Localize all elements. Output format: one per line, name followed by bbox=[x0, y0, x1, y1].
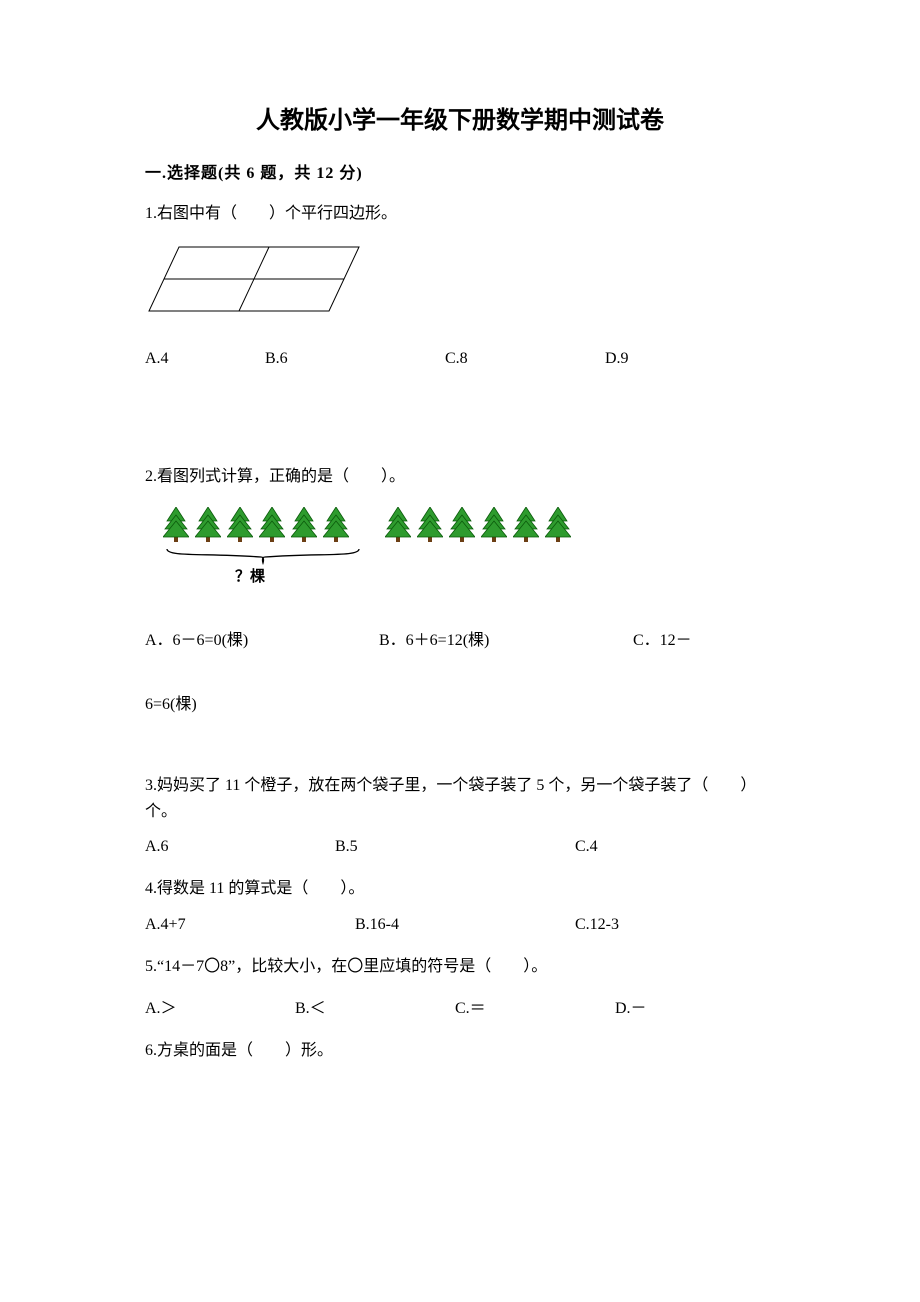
tree-icon bbox=[417, 507, 443, 543]
tree-icon bbox=[545, 507, 571, 543]
q4-opt-a: A.4+7 bbox=[145, 916, 355, 934]
tree-icon bbox=[513, 507, 539, 543]
q1-opt-a: A.4 bbox=[145, 350, 265, 368]
q3-opt-b: B.5 bbox=[335, 838, 575, 856]
q2-figure: ？棵 bbox=[145, 507, 775, 589]
q5-opt-d: D.－ bbox=[615, 994, 647, 1018]
q4-text: 4.得数是 11 的算式是（ ）。 bbox=[145, 876, 775, 902]
tree-icon bbox=[195, 507, 221, 543]
q2-opt-a: A．6－6=0(棵) bbox=[145, 629, 375, 653]
section-heading: 一.选择题(共 6 题，共 12 分) bbox=[145, 159, 775, 183]
q4-options: A.4+7 B.16-4 C.12-3 bbox=[145, 916, 775, 934]
q2-opt-c-cont: 6=6(棵) bbox=[145, 693, 775, 717]
q1-options: A.4 B.6 C.8 D.9 bbox=[145, 350, 775, 368]
q2-opt-c: C．12－ bbox=[633, 632, 692, 649]
q1-figure bbox=[145, 245, 775, 322]
tree-icon bbox=[227, 507, 253, 543]
q1-opt-b: B.6 bbox=[265, 350, 445, 368]
page-title: 人教版小学一年级下册数学期中测试卷 bbox=[145, 100, 775, 135]
q5-options: A.＞ B.＜ C.＝ D.－ bbox=[145, 994, 775, 1018]
q2-options: A．6－6=0(棵) B．6＋6=12(棵) C．12－ bbox=[145, 629, 775, 653]
q5-opt-c: C.＝ bbox=[455, 994, 615, 1018]
q3-text: 3.妈妈买了 11 个橙子，放在两个袋子里，一个袋子装了 5 个，另一个袋子装了… bbox=[145, 773, 775, 824]
q5-text: 5.“14－7〇8”，比较大小，在〇里应填的符号是（ ）。 bbox=[145, 954, 775, 980]
tree-icon bbox=[291, 507, 317, 543]
tree-icon bbox=[449, 507, 475, 543]
q4-opt-c: C.12-3 bbox=[575, 916, 619, 934]
q1-text: 1.右图中有（ ）个平行四边形。 bbox=[145, 201, 775, 227]
q1-opt-c: C.8 bbox=[445, 350, 605, 368]
q3-options: A.6 B.5 C.4 bbox=[145, 838, 775, 856]
tree-icon bbox=[163, 507, 189, 543]
q6-text: 6.方桌的面是（ ）形。 bbox=[145, 1038, 775, 1064]
tree-icon bbox=[259, 507, 285, 543]
q2-opt-b: B．6＋6=12(棵) bbox=[379, 629, 629, 653]
q5-opt-a: A.＞ bbox=[145, 994, 295, 1018]
tree-icon bbox=[385, 507, 411, 543]
tree-icon bbox=[481, 507, 507, 543]
q4-opt-b: B.16-4 bbox=[355, 916, 575, 934]
q2-text: 2.看图列式计算，正确的是（ ）。 bbox=[145, 464, 775, 490]
brace-label: ？棵 bbox=[235, 565, 265, 586]
q1-opt-d: D.9 bbox=[605, 350, 629, 368]
q5-opt-b: B.＜ bbox=[295, 994, 455, 1018]
q3-opt-c: C.4 bbox=[575, 838, 598, 856]
tree-icon bbox=[323, 507, 349, 543]
q3-opt-a: A.6 bbox=[145, 838, 335, 856]
